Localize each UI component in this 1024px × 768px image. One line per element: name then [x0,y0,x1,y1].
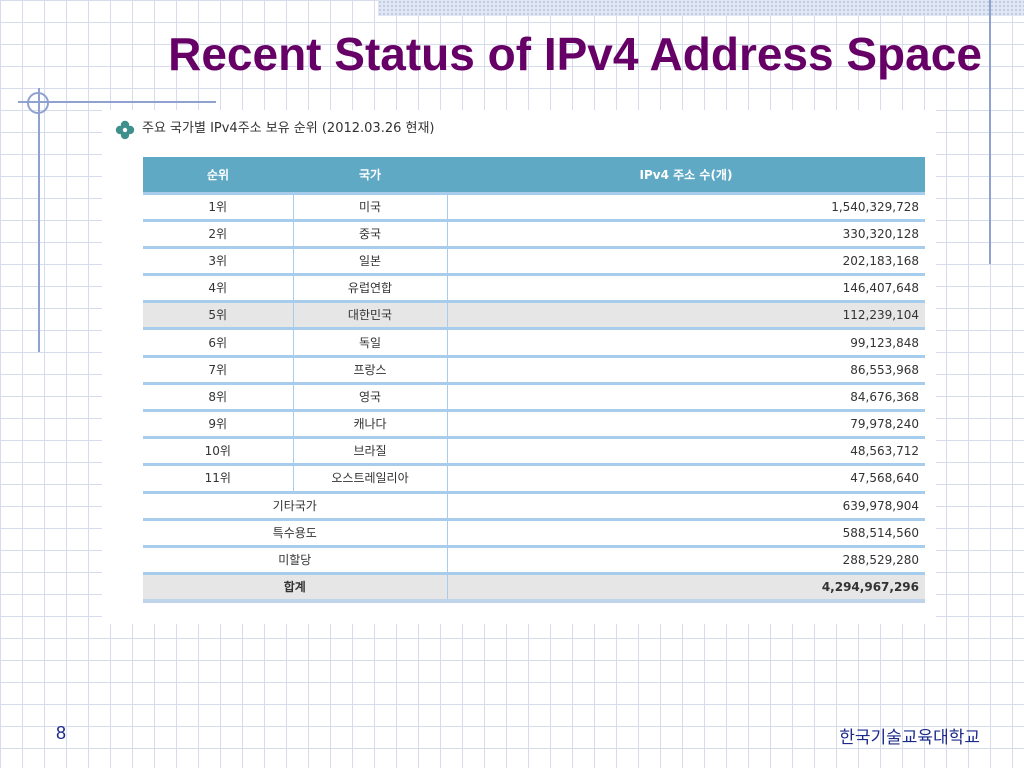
table-row: 1위 미국 1,540,329,728 [143,193,925,222]
count-cell: 48,563,712 [447,437,925,467]
count-cell: 288,529,280 [447,546,925,576]
table-row-extra: 미할당 288,529,280 [143,546,925,576]
table-total-row: 합계 4,294,967,296 [143,573,925,603]
country-cell: 독일 [293,328,448,358]
country-cell: 프랑스 [293,356,448,385]
country-cell: 미국 [293,193,448,222]
table-row: 10위 브라질 48,563,712 [143,437,925,467]
rank-cell: 6위 [143,328,294,358]
country-cell: 유럽연합 [293,274,448,304]
country-cell: 캐나다 [293,410,448,440]
count-cell: 79,978,240 [447,410,925,440]
table-row: 11위 오스트레일리아 47,568,640 [143,464,925,494]
rank-cell: 3위 [143,247,294,277]
country-cell: 브라질 [293,437,448,467]
rank-cell: 10위 [143,437,294,467]
rank-cell: 11위 [143,464,294,494]
header-rank: 순위 [143,157,293,195]
count-cell: 47,568,640 [447,464,925,494]
count-cell: 588,514,560 [447,519,925,548]
rank-cell: 8위 [143,383,294,413]
category-cell: 미할당 [143,546,448,576]
decorative-circle [27,92,49,114]
country-cell: 일본 [293,247,448,277]
slide-title: Recent Status of IPv4 Address Space [168,28,982,80]
table-row-extra: 특수용도 588,514,560 [143,519,925,548]
count-cell: 112,239,104 [447,301,925,331]
table-row: 7위 프랑스 86,553,968 [143,356,925,385]
footer-school-name: 한국기술교육대학교 [839,728,980,748]
top-dotted-band [378,0,1024,16]
rank-cell: 1위 [143,193,294,222]
header-ipv4-count: IPv4 주소 수(개) [447,157,925,195]
table-row: 6위 독일 99,123,848 [143,328,925,358]
table-header-row: 순위 국가 IPv4 주소 수(개) [143,157,925,195]
table-caption: 주요 국가별 IPv4주소 보유 순위 (2012.03.26 현재) [142,121,435,136]
header-country: 국가 [293,157,447,195]
count-cell: 202,183,168 [447,247,925,277]
clover-icon [114,119,136,141]
page-number: 8 [56,723,67,743]
country-cell: 영국 [293,383,448,413]
count-cell: 1,540,329,728 [447,193,925,222]
table-row: 3위 일본 202,183,168 [143,247,925,277]
rank-cell: 9위 [143,410,294,440]
table-row: 8위 영국 84,676,368 [143,383,925,413]
table-row: 4위 유럽연합 146,407,648 [143,274,925,304]
decorative-horizontal-line [18,101,216,103]
rank-cell: 7위 [143,356,294,385]
table-row-extra: 기타국가 639,978,904 [143,492,925,521]
count-cell: 99,123,848 [447,328,925,358]
total-label: 합계 [143,573,448,603]
table-row: 9위 캐나다 79,978,240 [143,410,925,440]
table-row: 2위 중국 330,320,128 [143,220,925,249]
count-cell: 84,676,368 [447,383,925,413]
country-cell: 대한민국 [293,301,448,331]
rank-cell: 4위 [143,274,294,304]
count-cell: 330,320,128 [447,220,925,249]
rank-cell: 2위 [143,220,294,249]
category-cell: 기타국가 [143,492,448,521]
count-cell: 86,553,968 [447,356,925,385]
table-row-highlighted: 5위 대한민국 112,239,104 [143,301,925,331]
rank-cell: 5위 [143,301,294,331]
ipv4-ranking-table: 순위 국가 IPv4 주소 수(개) 1위 미국 1,540,329,728 2… [143,157,925,603]
count-cell: 146,407,648 [447,274,925,304]
country-cell: 중국 [293,220,448,249]
decorative-vertical-line-right [989,0,991,264]
country-cell: 오스트레일리아 [293,464,448,494]
table-panel: 주요 국가별 IPv4주소 보유 순위 (2012.03.26 현재) 순위 국… [102,110,936,624]
count-cell: 639,978,904 [447,492,925,521]
total-count: 4,294,967,296 [447,573,925,603]
decorative-vertical-line-left [38,88,40,352]
category-cell: 특수용도 [143,519,448,548]
